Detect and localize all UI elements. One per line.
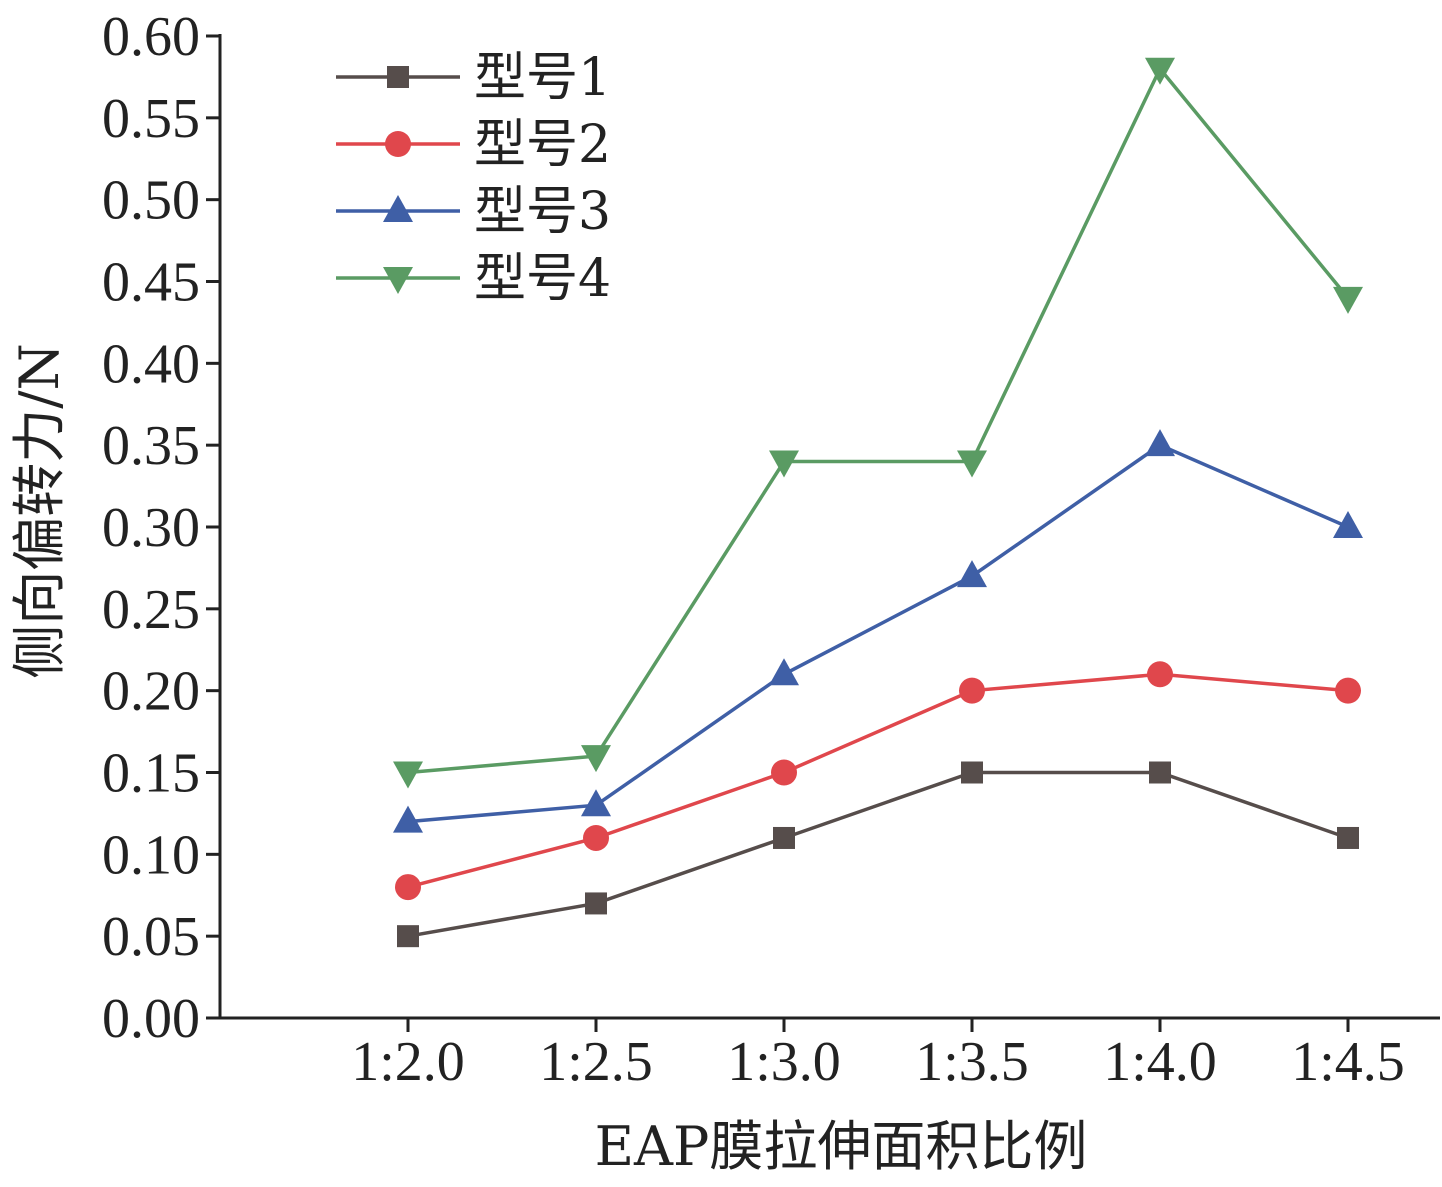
axes: 0.00 0.05 0.10 0.15 0.20 0.25 0.30 0.35 0.40 0.45… xyxy=(102,6,1440,1093)
data-point xyxy=(1145,57,1175,85)
x-tick-label: 1:2.5 xyxy=(539,1031,653,1093)
series-line xyxy=(407,770,1349,938)
y-tick-label: 0.50 xyxy=(102,170,200,232)
data-point xyxy=(397,925,419,948)
data-point xyxy=(769,450,799,478)
y-tick-label: 0.60 xyxy=(102,6,200,68)
data-point xyxy=(769,658,799,686)
y-tick-label: 0.15 xyxy=(102,743,200,805)
legend-item: 型号2 xyxy=(336,115,611,175)
legend-label: 型号1 xyxy=(474,48,611,108)
series-1 xyxy=(397,761,1359,948)
series-line xyxy=(407,65,1350,775)
series-layer xyxy=(393,57,1363,948)
series-line xyxy=(407,443,1349,824)
y-tick-label: 0.05 xyxy=(102,906,200,968)
series-4 xyxy=(393,57,1363,789)
y-tick-label: 0.55 xyxy=(102,88,200,150)
y-tick-label: 0.10 xyxy=(102,824,200,886)
x-tick-label: 1:2.0 xyxy=(351,1031,465,1093)
data-point xyxy=(1337,826,1359,849)
legend-marker xyxy=(383,267,413,294)
y-tick-label: 0.20 xyxy=(102,661,200,723)
data-point xyxy=(957,560,987,588)
legend-item: 型号1 xyxy=(336,48,611,108)
legend-item: 型号4 xyxy=(336,249,611,309)
legend-label: 型号2 xyxy=(474,115,611,175)
data-point xyxy=(961,761,983,784)
data-point xyxy=(957,450,987,478)
data-point xyxy=(1333,286,1363,314)
legend-marker xyxy=(383,195,413,222)
data-point xyxy=(393,805,423,833)
data-point xyxy=(581,789,611,817)
y-tick-label: 0.45 xyxy=(102,252,200,314)
data-point xyxy=(1149,761,1171,784)
series-2 xyxy=(395,661,1361,901)
data-point xyxy=(773,826,795,849)
legend-label: 型号4 xyxy=(474,249,611,309)
data-point xyxy=(395,874,421,901)
data-point xyxy=(1333,511,1363,538)
x-axis-title: EAP膜拉伸面积比例 xyxy=(595,1115,1088,1178)
data-point xyxy=(1147,661,1173,688)
legend: 型号1 型号2 型号3 型号4 xyxy=(336,48,611,309)
data-point xyxy=(1145,429,1175,457)
data-point xyxy=(1335,677,1361,704)
legend-marker xyxy=(385,131,411,157)
data-point xyxy=(581,745,611,773)
data-point xyxy=(771,759,797,786)
x-tick-label: 1:4.0 xyxy=(1103,1031,1217,1093)
data-point xyxy=(583,824,609,851)
data-point xyxy=(393,761,423,789)
legend-marker xyxy=(387,66,409,88)
y-tick-label: 0.00 xyxy=(102,988,200,1050)
series-3 xyxy=(393,429,1363,833)
x-tick-label: 1:3.0 xyxy=(727,1031,841,1093)
y-tick-label: 0.25 xyxy=(102,579,200,641)
y-tick-label: 0.30 xyxy=(102,497,200,559)
legend-label: 型号3 xyxy=(474,182,611,242)
data-point xyxy=(585,892,607,915)
y-tick-label: 0.35 xyxy=(102,415,200,477)
data-point xyxy=(959,677,985,704)
y-tick-label: 0.40 xyxy=(102,333,200,395)
y-axis-title: 侧向偏转力/N xyxy=(8,343,71,678)
legend-item: 型号3 xyxy=(336,182,611,242)
series-line xyxy=(407,672,1349,889)
x-tick-label: 1:4.5 xyxy=(1291,1031,1405,1093)
x-tick-label: 1:3.5 xyxy=(915,1031,1029,1093)
